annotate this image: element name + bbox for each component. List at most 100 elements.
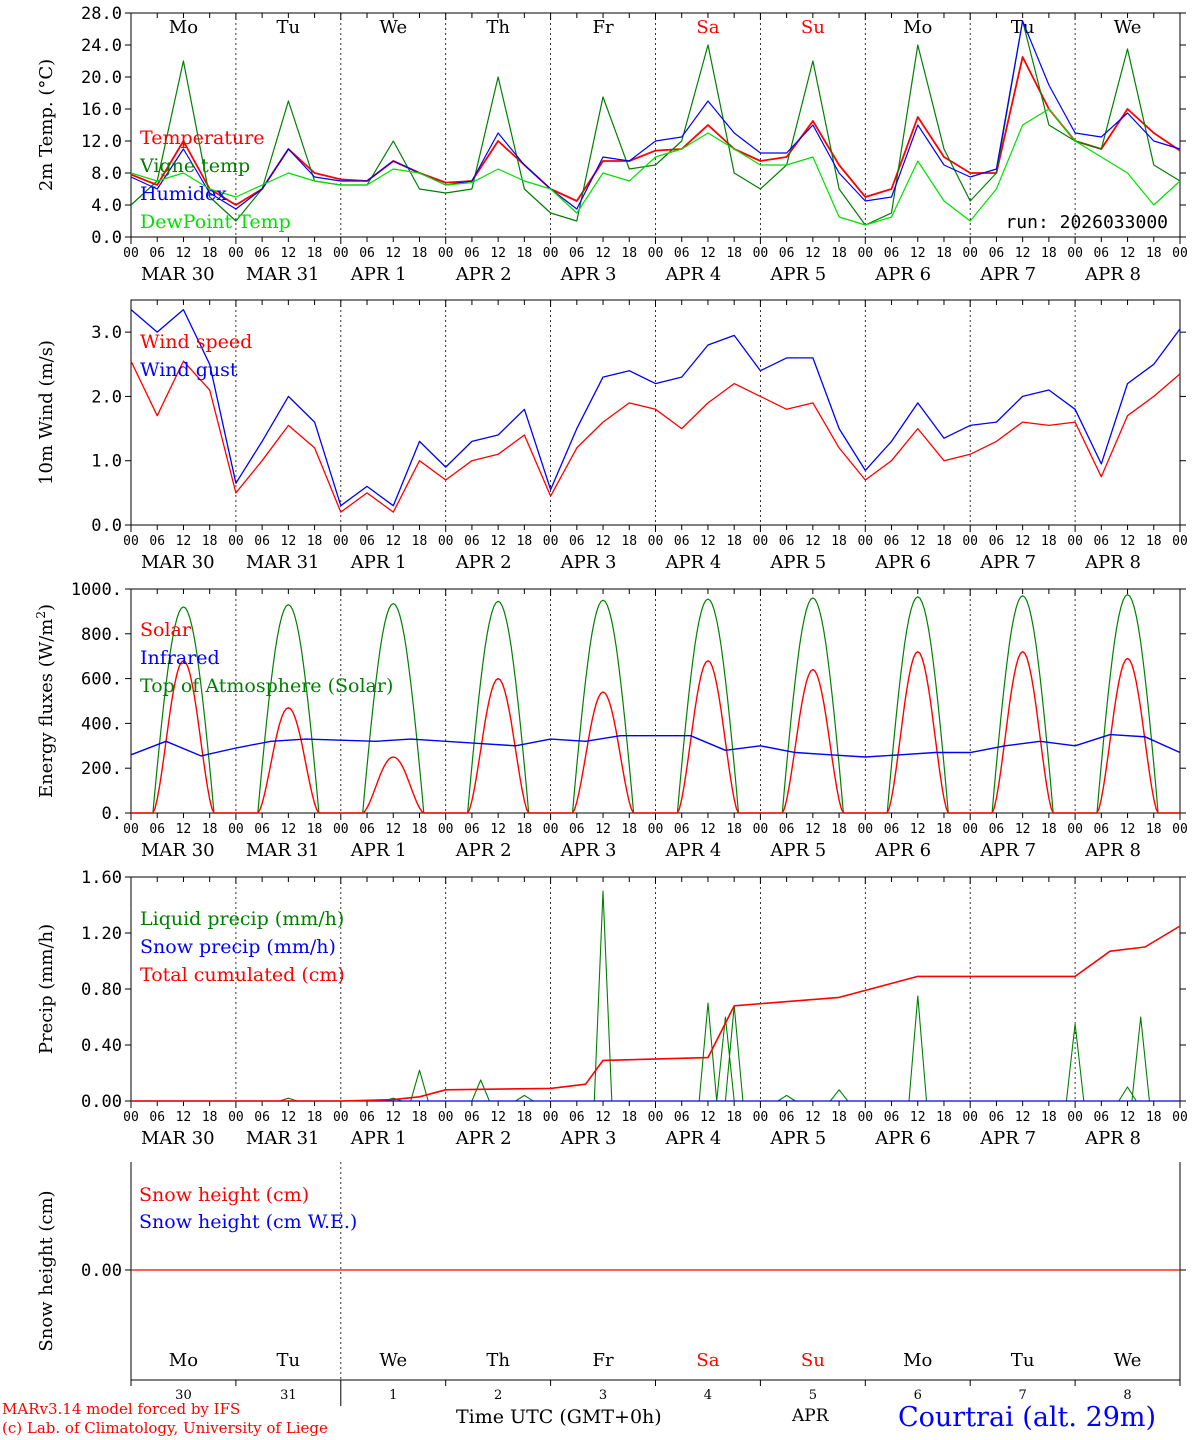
day-number: 3	[599, 1388, 607, 1403]
hour-tick-label: 12	[1120, 534, 1136, 549]
series-humidex	[130, 20, 1181, 210]
hour-tick-label: 18	[621, 1110, 637, 1125]
hour-tick-label: 18	[1041, 1110, 1057, 1125]
weekday-label: Mo	[169, 17, 198, 38]
y-tick-label: 1.0	[91, 452, 122, 472]
date-label: APR 7	[979, 552, 1036, 573]
hour-tick-label: 18	[831, 246, 847, 261]
hour-tick-label: 12	[700, 246, 716, 261]
hour-tick-label: 06	[569, 534, 585, 549]
hour-tick-label: 06	[989, 246, 1005, 261]
date-label: APR 5	[769, 1128, 826, 1149]
y-label-wind: 10m Wind (m/s)	[36, 340, 57, 485]
day-number: 30	[175, 1388, 192, 1403]
date-label: APR 7	[979, 840, 1036, 861]
date-label: APR 4	[665, 264, 722, 285]
hour-tick-label: 12	[385, 822, 401, 837]
hour-tick-label: 00	[333, 534, 349, 549]
hour-tick-label: 06	[884, 822, 900, 837]
hour-tick-label: 12	[910, 534, 926, 549]
series-temperature	[130, 56, 1181, 206]
hour-tick-label: 18	[1041, 534, 1057, 549]
hour-tick-label: 12	[805, 822, 821, 837]
hour-tick-label: 18	[1041, 246, 1057, 261]
date-label: APR 6	[874, 552, 931, 573]
hour-tick-label: 18	[412, 822, 428, 837]
date-label: APR 8	[1084, 1128, 1141, 1149]
legend-solar: Solar	[140, 619, 192, 641]
hour-tick-label: 18	[517, 822, 533, 837]
hour-tick-label: 18	[307, 534, 323, 549]
legend-snow-precip-mm-h-: Snow precip (mm/h)	[140, 936, 336, 958]
y-tick-label: 4.0	[91, 196, 122, 216]
hour-tick-label: 00	[753, 246, 769, 261]
hour-tick-label: 12	[700, 534, 716, 549]
hour-tick-label: 06	[464, 1110, 480, 1125]
run-label: run: 2026033000	[1005, 212, 1168, 233]
hour-tick-label: 00	[228, 822, 244, 837]
series-infrared	[130, 733, 1181, 758]
weekday-label: Fr	[593, 1350, 614, 1371]
hour-tick-label: 00	[857, 822, 873, 837]
hour-tick-label: 18	[936, 534, 952, 549]
weekday-label: Fr	[593, 17, 614, 38]
series-dewpoint-temp	[130, 108, 1181, 226]
hour-tick-label: 06	[359, 822, 375, 837]
day-number: 5	[809, 1388, 817, 1403]
hour-tick-label: 06	[1093, 534, 1109, 549]
y-tick-label: 1.20	[81, 924, 122, 944]
date-label: MAR 31	[246, 264, 320, 285]
weekday-label: Sa	[696, 17, 719, 38]
hour-tick-label: 12	[385, 534, 401, 549]
y-label-precip: Precip (mm/h)	[36, 924, 57, 1054]
hour-tick-label: 18	[412, 1110, 428, 1125]
hour-tick-label: 18	[202, 246, 218, 261]
legend-total-cumulated-cm-: Total cumulated (cm)	[140, 964, 345, 986]
date-label: APR 6	[874, 840, 931, 861]
date-label: APR 2	[455, 840, 512, 861]
hour-tick-label: 06	[674, 1110, 690, 1125]
station-label: Courtrai (alt. 29m)	[898, 1402, 1157, 1433]
hour-tick-label: 12	[910, 822, 926, 837]
hour-tick-label: 06	[569, 822, 585, 837]
weekday-label: Tu	[1011, 1350, 1035, 1371]
weekday-label: We	[379, 1350, 407, 1371]
weekday-label: We	[1114, 1350, 1142, 1371]
date-label: APR 1	[350, 264, 407, 285]
hour-tick-label: 00	[543, 246, 559, 261]
weekday-label: Su	[801, 17, 825, 38]
hour-tick-label: 12	[700, 822, 716, 837]
hour-tick-label: 06	[254, 246, 270, 261]
legend-wind-gust: Wind gust	[140, 359, 238, 381]
hour-tick-label: 00	[1067, 822, 1083, 837]
date-label: APR 2	[455, 552, 512, 573]
hour-tick-label: 12	[595, 534, 611, 549]
hour-tick-label: 06	[1093, 246, 1109, 261]
hour-tick-label: 18	[621, 246, 637, 261]
hour-tick-label: 18	[621, 822, 637, 837]
hour-tick-label: 12	[385, 1110, 401, 1125]
legend-wind-speed: Wind speed	[140, 331, 252, 353]
hour-tick-label: 00	[438, 822, 454, 837]
hour-tick-label: 12	[805, 246, 821, 261]
hour-tick-label: 00	[438, 1110, 454, 1125]
weekday-label: Mo	[903, 17, 932, 38]
hour-tick-label: 18	[936, 1110, 952, 1125]
hour-tick-label: 12	[1015, 534, 1031, 549]
legend-liquid-precip-mm-h-: Liquid precip (mm/h)	[140, 908, 344, 930]
hour-tick-label: 06	[884, 534, 900, 549]
date-label: APR 6	[874, 1128, 931, 1149]
y-tick-label: 16.0	[81, 100, 122, 120]
date-label: APR 1	[350, 1128, 407, 1149]
day-number: 2	[494, 1388, 502, 1403]
hour-tick-label: 06	[1093, 1110, 1109, 1125]
hour-tick-label: 12	[385, 246, 401, 261]
hour-tick-label: 12	[490, 534, 506, 549]
weekday-label: Su	[801, 1350, 825, 1371]
hour-tick-label: 00	[438, 246, 454, 261]
day-number: 7	[1019, 1388, 1027, 1403]
hour-tick-label: 12	[910, 246, 926, 261]
hour-tick-label: 00	[1172, 534, 1188, 549]
hour-tick-label: 06	[779, 534, 795, 549]
